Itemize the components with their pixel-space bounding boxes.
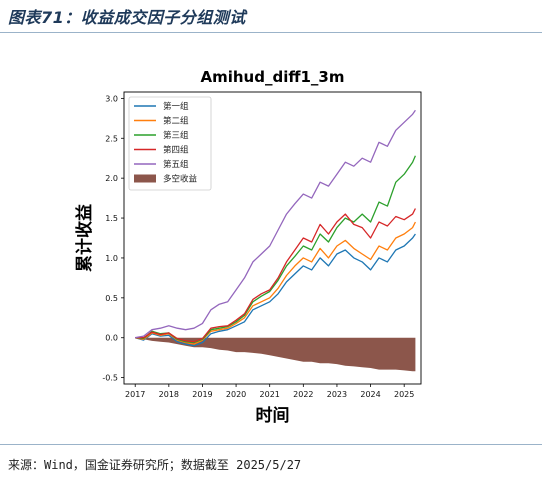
figure-caption: 图表71：收益成交因子分组测试 — [8, 8, 246, 27]
bottom-divider — [0, 444, 542, 445]
series-line-4 — [135, 208, 416, 343]
y-tick-label: -0.5 — [102, 374, 118, 383]
x-tick-label: 2017 — [125, 390, 145, 399]
legend-label: 第二组 — [163, 116, 189, 127]
y-tick-label: 0.0 — [105, 334, 118, 343]
legend-label: 第五组 — [163, 159, 189, 170]
y-tick-label: 2.0 — [105, 174, 118, 183]
plot-frame — [123, 91, 422, 385]
chart-title: Amihud_diff1_3m — [200, 68, 344, 86]
legend-label: 第四组 — [163, 145, 189, 156]
series-line-2 — [135, 221, 416, 345]
y-tick-label: 0.5 — [105, 294, 118, 303]
chart-svg: Amihud_diff1_3m -0.5 0.0 0.5 1.0 1.5 2.0 2.5 3.0… — [74, 68, 422, 426]
series-line-5 — [135, 109, 416, 339]
y-tick-label: 1.5 — [105, 214, 118, 223]
x-tick-label: 2025 — [394, 390, 414, 399]
series-line-3 — [135, 155, 416, 344]
legend-label: 第三组 — [163, 130, 189, 141]
x-tick-label: 2023 — [327, 390, 347, 399]
series-area-longshort — [135, 337, 416, 372]
x-tick-label: 2024 — [360, 390, 380, 399]
x-tick-label: 2022 — [293, 390, 313, 399]
y-tick-label: 1.0 — [105, 254, 118, 263]
x-tick-label: 2018 — [159, 390, 179, 399]
x-axis-label: 时间 — [256, 405, 290, 426]
legend-label: 第一组 — [163, 101, 189, 112]
y-axis-label: 累计收益 — [74, 204, 95, 272]
x-tick-label: 2020 — [226, 390, 246, 399]
y-tick-label: 2.5 — [105, 134, 118, 143]
legend-label: 多空收益 — [163, 174, 198, 185]
series-line-1 — [135, 233, 416, 347]
x-tick-label: 2021 — [260, 390, 280, 399]
legend-swatch — [134, 174, 156, 183]
top-divider — [0, 32, 542, 33]
x-tick-label: 2019 — [192, 390, 212, 399]
y-tick-label: 3.0 — [105, 94, 118, 103]
source-note: 来源：Wind，国金证券研究所；数据截至 2025/5/27 — [8, 458, 302, 472]
